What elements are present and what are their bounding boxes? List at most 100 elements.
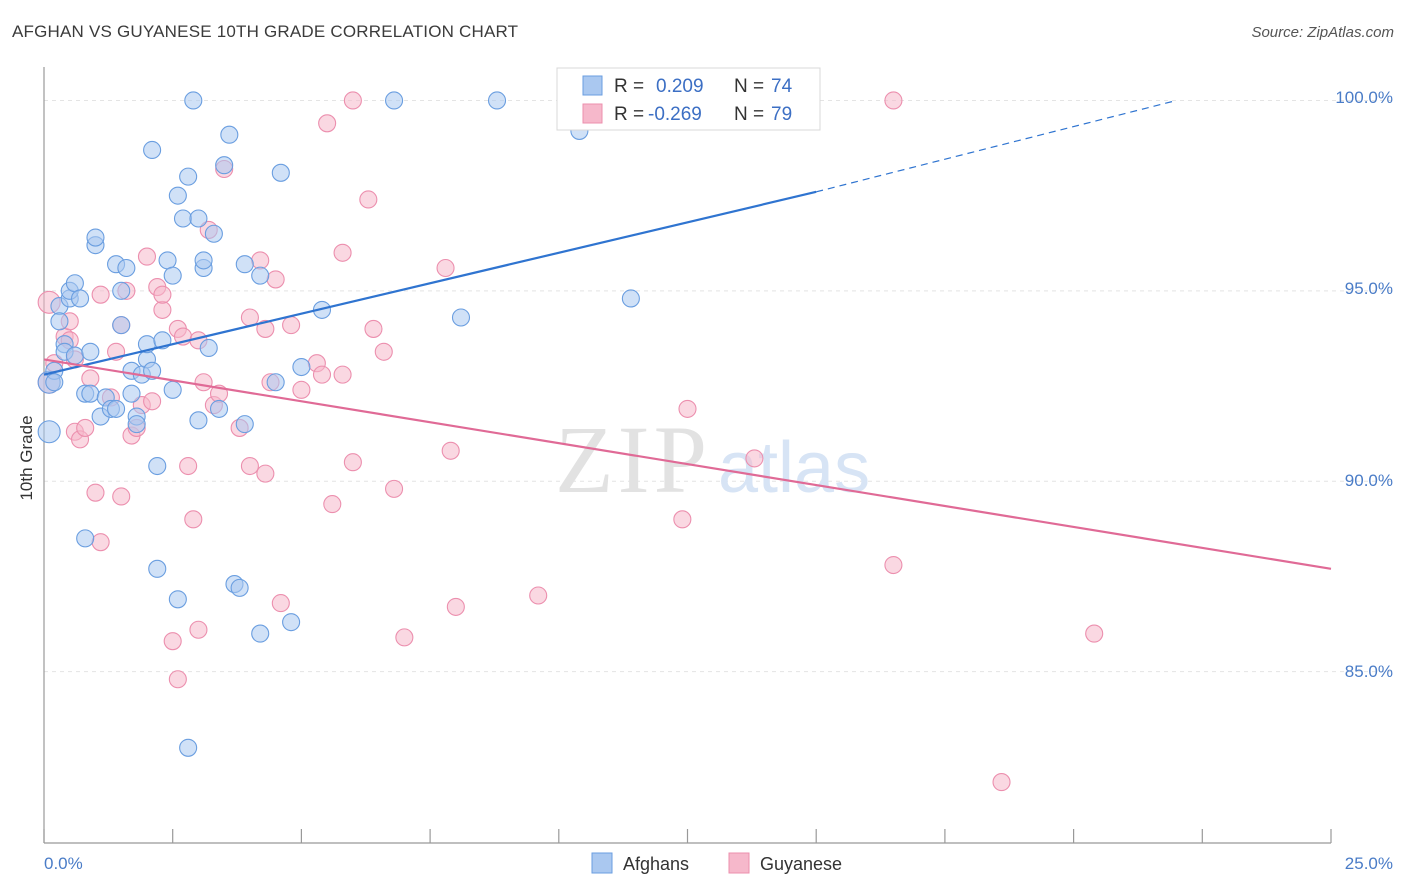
afghans-point-69 bbox=[451, 308, 471, 327]
guyanese-point-53 bbox=[318, 114, 337, 133]
afghans-point-26 bbox=[117, 258, 136, 278]
guyanese-point-13 bbox=[91, 533, 110, 552]
afghans-point-70 bbox=[487, 91, 507, 110]
guyanese-point-69 bbox=[678, 399, 697, 418]
afghans-point-51 bbox=[194, 251, 213, 270]
source-label: Source: ZipAtlas.com bbox=[1251, 24, 1394, 41]
afghans-point-25 bbox=[112, 316, 131, 335]
guyanese-point-52 bbox=[312, 365, 332, 384]
guyanese-point-11 bbox=[86, 483, 105, 502]
afghans-point-18 bbox=[86, 228, 105, 247]
afghans-point-11 bbox=[65, 346, 84, 365]
afghans-point-35 bbox=[143, 140, 162, 160]
afghans-point-3 bbox=[45, 373, 64, 392]
afghans-point-16 bbox=[81, 342, 100, 361]
guyanese-point-43 bbox=[251, 251, 270, 270]
guyanese-point-23 bbox=[143, 392, 162, 411]
afghans-point-15 bbox=[81, 384, 100, 403]
legend-guyanese-label: Guyanese bbox=[760, 854, 842, 874]
guyanese-point-59 bbox=[359, 190, 378, 209]
guyanese-point-63 bbox=[395, 628, 414, 647]
trend-lines bbox=[43, 99, 1332, 570]
afghans-point-14 bbox=[76, 529, 95, 548]
guyanese-point-71 bbox=[884, 555, 903, 575]
guyanese-point-44 bbox=[256, 319, 275, 338]
afghans-point-64 bbox=[271, 163, 290, 182]
afghans-point-23 bbox=[107, 399, 126, 418]
legend-afghans-label: Afghans bbox=[623, 854, 689, 874]
afghans-point-61 bbox=[251, 266, 270, 285]
afghans-point-10 bbox=[65, 274, 84, 293]
guyanese-point-49 bbox=[282, 316, 301, 335]
legend-n-val-pink: 79 bbox=[771, 104, 792, 125]
legend-n-key-blue: N = bbox=[734, 76, 764, 97]
guyanese-trend-line bbox=[43, 358, 1332, 570]
afghans-point-43 bbox=[168, 590, 187, 609]
watermark: ZIP atlas bbox=[555, 406, 870, 513]
guyanese-point-60 bbox=[364, 319, 383, 338]
legend-guyanese-swatch bbox=[728, 852, 750, 874]
legend-afghans-swatch bbox=[591, 852, 613, 874]
afghans-point-27 bbox=[122, 384, 141, 403]
guyanese-point-57 bbox=[343, 91, 362, 110]
x-tick-label-max: 25.0% bbox=[1345, 854, 1393, 873]
legend-n-key-pink: N = bbox=[734, 104, 764, 125]
legend-swatch-blue bbox=[582, 75, 603, 96]
guyanese-point-12 bbox=[91, 285, 110, 304]
legend-swatch-pink bbox=[582, 103, 603, 124]
y-tick-label-100: 100.0% bbox=[1335, 88, 1393, 107]
guyanese-point-58 bbox=[343, 453, 362, 472]
afghans-point-1 bbox=[37, 420, 61, 444]
guyanese-point-67 bbox=[529, 586, 548, 605]
series-legend: Afghans Guyanese bbox=[591, 852, 842, 874]
afghans-point-55 bbox=[215, 156, 234, 175]
afghans-point-65 bbox=[282, 613, 301, 632]
y-tick-label-95: 95.0% bbox=[1345, 279, 1393, 298]
stats-legend: R = 0.209 N = 74 R = -0.269 N = 79 bbox=[556, 67, 821, 131]
guyanese-point-9 bbox=[76, 418, 95, 437]
afghans-trend-extension bbox=[816, 99, 1177, 193]
guyanese-point-64 bbox=[436, 258, 455, 278]
guyanese-point-70 bbox=[745, 449, 764, 468]
chart-title: AFGHAN VS GUYANESE 10TH GRADE CORRELATIO… bbox=[12, 22, 519, 41]
guyanese-point-16 bbox=[112, 487, 131, 506]
afghans-point-39 bbox=[158, 251, 177, 270]
afghans-point-5 bbox=[50, 312, 69, 331]
guyanese-point-35 bbox=[194, 373, 213, 392]
guyanese-point-68 bbox=[673, 510, 692, 529]
afghans-point-34 bbox=[143, 361, 162, 380]
guyanese-point-31 bbox=[179, 456, 198, 476]
afghans-point-30 bbox=[127, 415, 146, 434]
afghans-point-68 bbox=[385, 91, 404, 110]
guyanese-point-73 bbox=[992, 773, 1011, 792]
legend-n-val-blue: 74 bbox=[771, 76, 793, 97]
legend-r-key-blue: R = bbox=[614, 76, 644, 97]
x-tick-label-min: 0.0% bbox=[44, 854, 83, 873]
afghans-point-56 bbox=[220, 125, 239, 144]
watermark-atlas: atlas bbox=[718, 428, 870, 508]
afghans-points bbox=[37, 91, 640, 757]
afghans-trend-line bbox=[43, 190, 817, 376]
afghans-point-36 bbox=[148, 456, 167, 476]
guyanese-point-33 bbox=[189, 620, 208, 639]
afghans-point-72 bbox=[621, 289, 640, 308]
afghans-point-45 bbox=[179, 167, 198, 186]
guyanese-point-10 bbox=[81, 369, 100, 388]
guyanese-point-55 bbox=[333, 365, 352, 384]
afghans-point-44 bbox=[173, 209, 193, 228]
afghans-point-66 bbox=[292, 357, 311, 377]
afghans-point-37 bbox=[148, 559, 167, 578]
afghans-point-62 bbox=[251, 624, 270, 643]
guyanese-point-50 bbox=[292, 380, 311, 399]
afghans-point-58 bbox=[230, 578, 249, 597]
guyanese-point-65 bbox=[441, 441, 460, 460]
afghans-point-63 bbox=[266, 373, 285, 392]
watermark-zip: ZIP bbox=[555, 406, 711, 513]
guyanese-point-27 bbox=[163, 632, 182, 651]
guyanese-point-45 bbox=[256, 464, 275, 483]
y-tick-label-90: 90.0% bbox=[1345, 471, 1393, 490]
guyanese-point-74 bbox=[1085, 624, 1104, 643]
y-axis-title: 10th Grade bbox=[17, 415, 36, 500]
afghans-point-59 bbox=[235, 415, 254, 434]
guyanese-point-54 bbox=[323, 495, 342, 514]
